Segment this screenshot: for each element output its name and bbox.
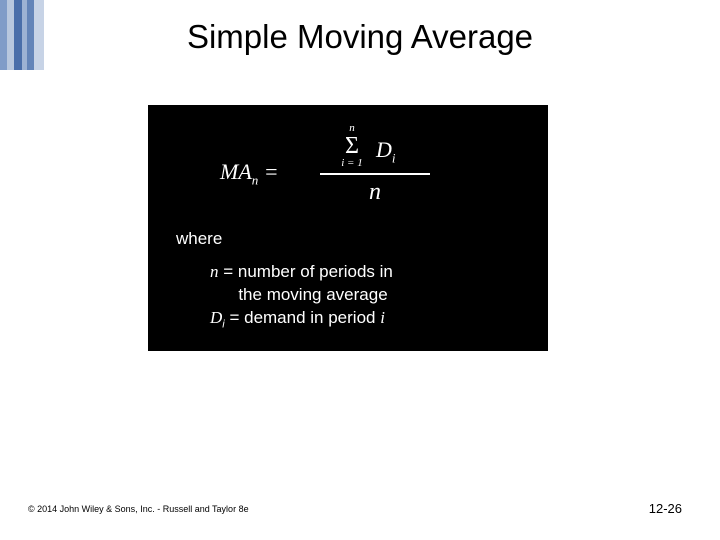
where-label: where bbox=[176, 229, 222, 249]
def-d-text: = demand in period bbox=[225, 308, 380, 327]
formula-fraction: n Σ i = 1 Di n bbox=[320, 123, 430, 206]
copyright: © 2014 John Wiley & Sons, Inc. - Russell… bbox=[28, 504, 249, 514]
def-n-text: = number of periods in bbox=[219, 262, 393, 281]
formula-box: MAn = n Σ i = 1 Di n where n = number of… bbox=[148, 105, 548, 351]
definitions: n = number of periods in the moving aver… bbox=[210, 261, 393, 332]
sigma-lower: i = 1 bbox=[334, 158, 370, 169]
page-title: Simple Moving Average bbox=[0, 18, 720, 56]
lhs-ma: MA bbox=[220, 159, 252, 184]
formula-lhs: MAn = bbox=[220, 159, 279, 188]
def-n-text2: the moving average bbox=[210, 285, 388, 304]
def-d-sym: D bbox=[210, 308, 222, 327]
summand-i: i bbox=[392, 150, 396, 165]
sigma-block: n Σ i = 1 bbox=[334, 123, 370, 169]
denominator: n bbox=[320, 179, 430, 206]
def-n-line2: the moving average bbox=[210, 284, 393, 307]
summand-d: D bbox=[376, 137, 392, 162]
def-d-tail: i bbox=[380, 308, 385, 327]
numerator: n Σ i = 1 Di bbox=[320, 123, 430, 171]
lhs-eq: = bbox=[258, 159, 278, 184]
def-n-sym: n bbox=[210, 262, 219, 281]
def-n-line1: n = number of periods in bbox=[210, 261, 393, 284]
fraction-line bbox=[320, 173, 430, 175]
formula: MAn = n Σ i = 1 Di n bbox=[148, 123, 548, 213]
def-d-line: Di = demand in period i bbox=[210, 307, 393, 332]
page-number: 12-26 bbox=[649, 501, 682, 516]
summand: Di bbox=[376, 137, 396, 166]
sigma-symbol: Σ bbox=[334, 134, 370, 158]
